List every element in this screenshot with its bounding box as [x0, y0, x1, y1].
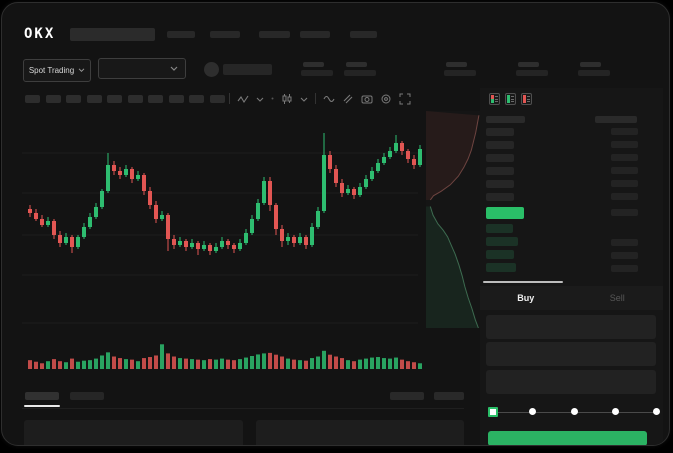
candle-type-icon[interactable] — [281, 93, 293, 105]
app-window: OKX Spot Trading Buy Sell — [1, 2, 670, 446]
order-book-panel: Buy Sell — [480, 88, 663, 445]
ask-row-amount[interactable] — [611, 180, 638, 187]
orderbook-view-asks-only[interactable] — [521, 93, 532, 105]
ticker-stat-label — [518, 62, 539, 67]
trading-mode-label: Spot Trading — [28, 66, 75, 75]
indicators-zigzag-icon[interactable] — [237, 93, 249, 105]
slider-handle[interactable] — [488, 407, 498, 417]
chevron-down-icon — [170, 66, 178, 71]
bottom-tab-1[interactable] — [25, 392, 59, 400]
wave-icon[interactable] — [323, 93, 335, 105]
ticker-stat-label — [446, 62, 467, 67]
pair-dropdown[interactable] — [98, 58, 186, 79]
okx-logo: OKX — [24, 26, 56, 42]
bottom-tab-2[interactable] — [70, 392, 104, 400]
nav-item-placeholder[interactable] — [167, 31, 195, 38]
nav-item-placeholder[interactable] — [210, 31, 240, 38]
chart-tool-tab[interactable] — [168, 95, 184, 103]
chart-tool-tab[interactable] — [209, 95, 225, 103]
chart-tool-tab[interactable] — [148, 95, 163, 103]
dot-icon — [271, 97, 274, 100]
active-tab-underline — [24, 405, 60, 407]
chart-tool-tab[interactable] — [45, 95, 61, 103]
ask-row-price[interactable] — [486, 180, 514, 188]
last-price-amount — [611, 209, 638, 216]
trade-tabs: Buy Sell — [480, 286, 663, 310]
ask-row-amount[interactable] — [611, 193, 638, 200]
orderbook-header-amount — [595, 116, 637, 123]
ask-row-price[interactable] — [486, 141, 514, 149]
nav-item-placeholder[interactable] — [300, 31, 330, 38]
bid-row-amount[interactable] — [611, 265, 638, 272]
bottom-panel-left — [24, 420, 243, 445]
chart-tool-tab[interactable] — [107, 95, 122, 103]
chevron-down-icon[interactable] — [256, 94, 264, 104]
bottom-divider — [22, 408, 464, 409]
ticker-stat-value — [578, 70, 610, 76]
ticker-stat-label — [303, 62, 324, 67]
chart-tool-tab[interactable] — [127, 95, 143, 103]
order-amount-field[interactable] — [486, 342, 656, 366]
ticker-stat-value — [516, 70, 548, 76]
ask-row-amount[interactable] — [611, 141, 638, 148]
ask-row-price[interactable] — [486, 167, 514, 175]
account-placeholder[interactable] — [223, 64, 272, 75]
fullscreen-icon[interactable] — [399, 93, 411, 105]
bottom-panel-right — [256, 420, 464, 445]
slider-step-dot[interactable] — [529, 408, 537, 415]
settings-icon[interactable] — [380, 93, 392, 105]
bid-row-price[interactable] — [486, 224, 513, 233]
candlestick-chart[interactable] — [22, 111, 480, 373]
buy-submit-button[interactable] — [488, 431, 647, 445]
order-price-field[interactable] — [486, 315, 656, 339]
bottom-right-tab-2[interactable] — [434, 392, 464, 400]
chart-tool-tab[interactable] — [25, 95, 40, 103]
orderbook-header-price — [486, 116, 525, 123]
nav-item-placeholder[interactable] — [350, 31, 377, 38]
bid-row-price[interactable] — [486, 263, 516, 272]
tab-sell[interactable]: Sell — [609, 293, 625, 303]
slider-step-dot[interactable] — [653, 408, 660, 415]
ask-row-price[interactable] — [486, 193, 514, 201]
slider-step-dot[interactable] — [611, 408, 619, 415]
bid-row-price[interactable] — [486, 237, 518, 246]
nav-search-placeholder[interactable] — [70, 28, 155, 41]
separator — [315, 93, 316, 104]
orderbook-view-combined-book[interactable] — [489, 93, 500, 105]
nav-item-placeholder[interactable] — [259, 31, 290, 38]
camera-icon[interactable] — [361, 93, 373, 105]
slider-step-dot[interactable] — [570, 408, 578, 415]
bottom-right-tab-1[interactable] — [390, 392, 424, 400]
chart-toolbar-icons — [229, 92, 411, 105]
chart-tool-tab[interactable] — [66, 95, 81, 103]
orderbook-scrollbar[interactable] — [483, 281, 563, 283]
tab-buy[interactable]: Buy — [517, 293, 535, 303]
ticker-stat-value — [444, 70, 476, 76]
ticker-stat-value — [301, 70, 333, 76]
chart-tool-tab[interactable] — [189, 95, 204, 103]
orderbook-view-bids-only[interactable] — [505, 93, 516, 105]
chart-area[interactable] — [22, 111, 480, 373]
ask-row-amount[interactable] — [611, 154, 638, 161]
order-total-field[interactable] — [486, 370, 656, 394]
ticker-stat-label — [580, 62, 601, 67]
ask-row-amount[interactable] — [611, 128, 638, 135]
ask-row-price[interactable] — [486, 128, 514, 136]
bid-row-amount[interactable] — [611, 252, 638, 259]
bid-row-price[interactable] — [486, 250, 514, 259]
ask-row-price[interactable] — [486, 154, 514, 162]
ticker-stat-label — [346, 62, 367, 67]
chevron-down-icon[interactable] — [300, 94, 308, 104]
ticker-stat-value — [344, 70, 376, 76]
ask-row-amount[interactable] — [611, 167, 638, 174]
chart-tool-tab[interactable] — [86, 95, 102, 103]
bid-row-amount[interactable] — [611, 239, 638, 246]
last-price-highlight[interactable] — [486, 207, 524, 219]
compare-icon[interactable] — [342, 93, 354, 105]
trading-mode-selector[interactable]: Spot Trading — [23, 59, 91, 82]
avatar[interactable] — [204, 62, 219, 77]
chevron-down-icon — [78, 68, 85, 73]
